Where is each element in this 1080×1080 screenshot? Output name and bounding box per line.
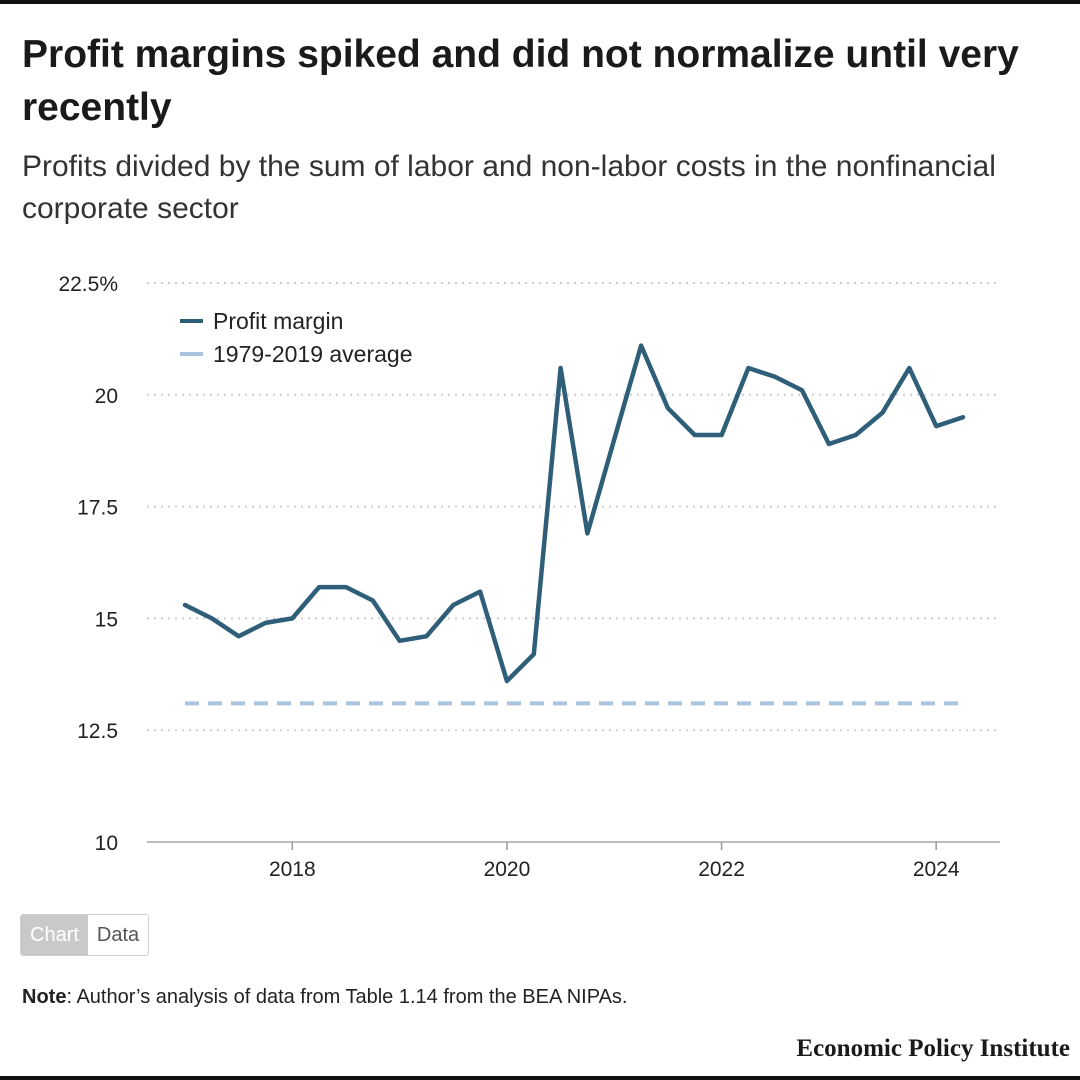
profit-margin-line <box>182 343 966 684</box>
line-chart: 22.5% 20 17.5 15 12.5 10 2018 2020 2022 2024 Prof… <box>58 273 1000 881</box>
x-tick-label: 2024 <box>913 858 960 881</box>
y-tick-label: 22.5% <box>58 273 118 296</box>
series-lines <box>182 343 966 706</box>
y-tick-label: 12.5 <box>77 720 118 743</box>
y-tick-label: 10 <box>95 832 118 855</box>
legend: Profit margin 1979-2019 average <box>180 308 413 367</box>
note-label: Note <box>22 986 67 1008</box>
y-tick-label: 20 <box>95 385 118 408</box>
view-toggle: Chart Data <box>20 914 150 956</box>
y-tick-label: 17.5 <box>77 497 118 520</box>
chart-title: Profit margins spiked and did not normal… <box>22 33 1019 129</box>
axes: 22.5% 20 17.5 15 12.5 10 2018 2020 2022 2024 <box>58 273 959 881</box>
note-text: : Author’s analysis of data from Table 1… <box>66 986 628 1008</box>
x-tick-label: 2022 <box>698 858 745 881</box>
source-note: Note: Author’s analysis of data from Tab… <box>22 986 628 1009</box>
x-tick-label: 2018 <box>269 858 316 881</box>
chart-tab-button[interactable]: Chart <box>21 915 88 955</box>
chart-subtitle: Profits divided by the sum of labor and … <box>22 150 996 225</box>
y-tick-label: 15 <box>95 608 118 631</box>
x-tick-label: 2020 <box>484 858 531 881</box>
grid-lines <box>147 282 1000 843</box>
epi-logo: Economic Policy Institute <box>796 1035 1070 1062</box>
data-tab-button[interactable]: Data <box>87 915 149 955</box>
legend-label: 1979-2019 average <box>213 341 413 367</box>
legend-label: Profit margin <box>213 308 343 334</box>
